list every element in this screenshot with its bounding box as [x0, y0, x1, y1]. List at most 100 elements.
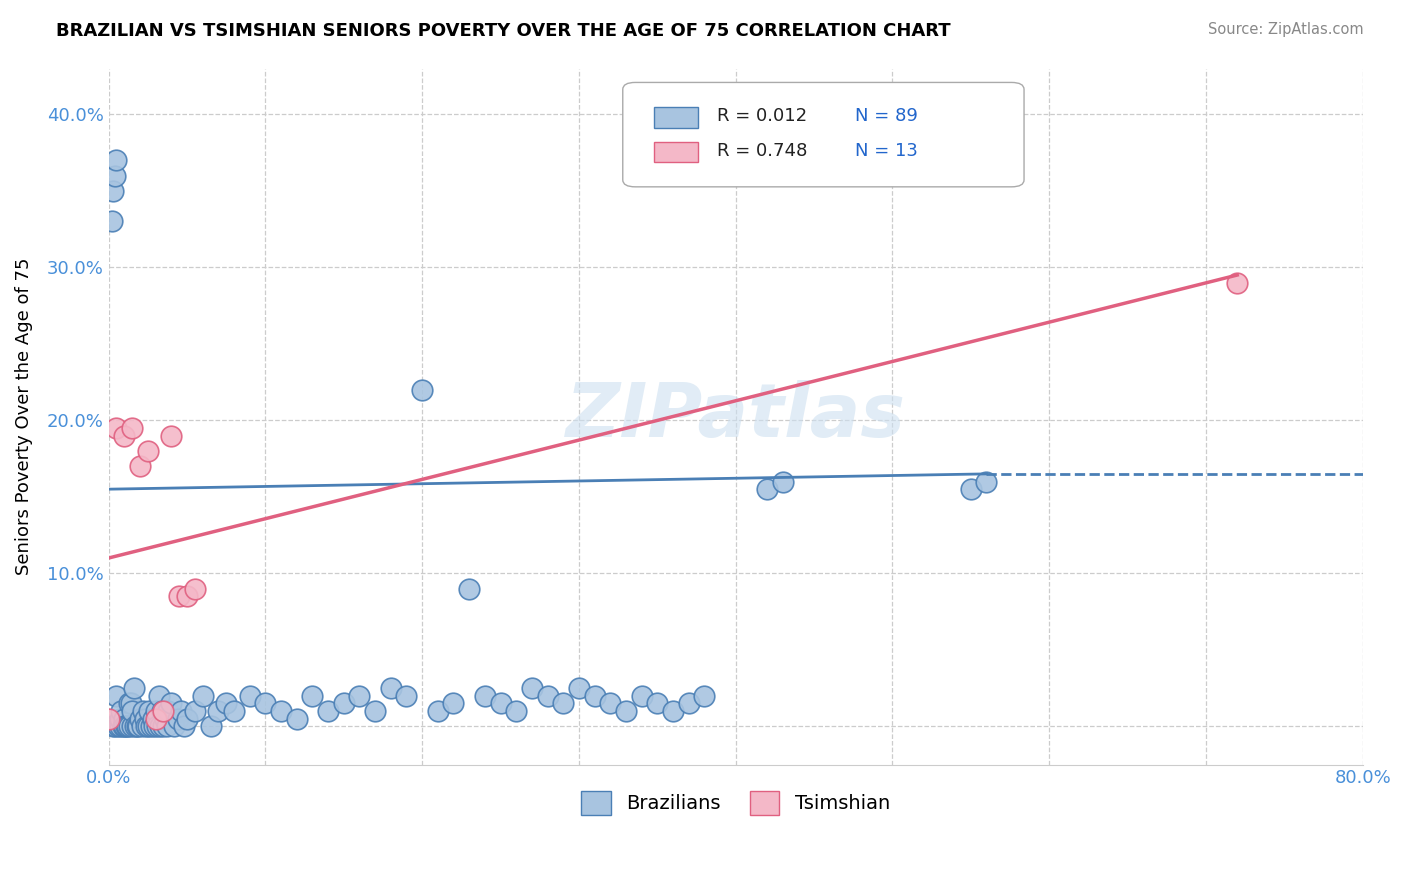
Point: [124, 719, 146, 733]
Point: [139, 719, 162, 733]
Point: [536, 689, 558, 703]
Point: [103, 719, 125, 733]
Point: [112, 712, 135, 726]
Point: [568, 681, 591, 695]
Point: [1226, 276, 1249, 290]
Point: [160, 428, 183, 442]
Point: [127, 719, 149, 733]
FancyBboxPatch shape: [623, 82, 1024, 186]
Point: [215, 696, 238, 710]
Point: [349, 689, 371, 703]
Point: [97, 712, 120, 726]
Point: [332, 696, 354, 710]
Point: [599, 696, 621, 710]
Point: [121, 704, 143, 718]
Point: [153, 712, 176, 726]
Point: [108, 712, 131, 726]
Point: [505, 704, 527, 718]
Point: [176, 712, 198, 726]
Point: [693, 689, 716, 703]
Point: [959, 482, 981, 496]
Point: [112, 428, 135, 442]
Legend: Brazilians, Tsimshian: Brazilians, Tsimshian: [572, 781, 900, 824]
Point: [270, 704, 292, 718]
Point: [200, 719, 222, 733]
Y-axis label: Seniors Poverty Over the Age of 75: Seniors Poverty Over the Age of 75: [15, 258, 32, 575]
Point: [108, 719, 131, 733]
Point: [583, 689, 606, 703]
Point: [141, 712, 163, 726]
Point: [121, 421, 143, 435]
FancyBboxPatch shape: [654, 107, 697, 128]
Point: [111, 719, 134, 733]
Point: [125, 719, 148, 733]
Point: [239, 689, 262, 703]
Point: [120, 696, 142, 710]
Point: [756, 482, 779, 496]
Text: ZIPatlas: ZIPatlas: [565, 380, 905, 453]
Point: [104, 719, 127, 733]
Point: [772, 475, 794, 489]
Point: [148, 689, 170, 703]
Point: [138, 704, 160, 718]
Point: [474, 689, 496, 703]
Point: [426, 704, 449, 718]
Point: [131, 719, 153, 733]
Point: [118, 696, 141, 710]
Point: [136, 444, 159, 458]
Point: [100, 214, 122, 228]
Point: [614, 704, 637, 718]
Point: [105, 689, 128, 703]
Point: [150, 704, 173, 718]
Point: [132, 704, 155, 718]
Point: [254, 696, 277, 710]
Point: [136, 719, 159, 733]
Point: [115, 719, 138, 733]
Text: R = 0.748: R = 0.748: [717, 142, 807, 160]
Point: [630, 689, 652, 703]
Point: [118, 719, 141, 733]
Point: [976, 475, 998, 489]
Point: [163, 719, 186, 733]
Text: BRAZILIAN VS TSIMSHIAN SENIORS POVERTY OVER THE AGE OF 75 CORRELATION CHART: BRAZILIAN VS TSIMSHIAN SENIORS POVERTY O…: [56, 22, 950, 40]
Point: [129, 459, 152, 474]
Point: [184, 582, 207, 596]
Point: [103, 184, 125, 198]
Point: [184, 704, 207, 718]
Point: [157, 704, 180, 718]
Point: [112, 719, 135, 733]
Point: [156, 719, 179, 733]
Point: [520, 681, 543, 695]
Point: [167, 589, 190, 603]
Point: [489, 696, 512, 710]
Point: [160, 696, 183, 710]
Point: [135, 719, 157, 733]
Point: [129, 712, 152, 726]
Point: [458, 582, 481, 596]
Point: [176, 589, 198, 603]
Point: [170, 704, 193, 718]
Point: [110, 704, 132, 718]
Point: [662, 704, 685, 718]
Point: [173, 719, 195, 733]
Point: [191, 689, 214, 703]
Point: [152, 719, 174, 733]
Point: [117, 719, 139, 733]
Point: [678, 696, 700, 710]
Point: [122, 681, 145, 695]
Point: [395, 689, 418, 703]
Point: [553, 696, 575, 710]
Point: [222, 704, 245, 718]
Point: [145, 712, 167, 726]
Point: [380, 681, 402, 695]
Point: [145, 704, 167, 718]
Point: [121, 719, 143, 733]
Point: [149, 719, 172, 733]
Text: R = 0.012: R = 0.012: [717, 107, 807, 125]
Point: [645, 696, 668, 710]
Point: [134, 712, 156, 726]
FancyBboxPatch shape: [654, 142, 697, 162]
Point: [152, 704, 174, 718]
Point: [285, 712, 308, 726]
Point: [364, 704, 387, 718]
